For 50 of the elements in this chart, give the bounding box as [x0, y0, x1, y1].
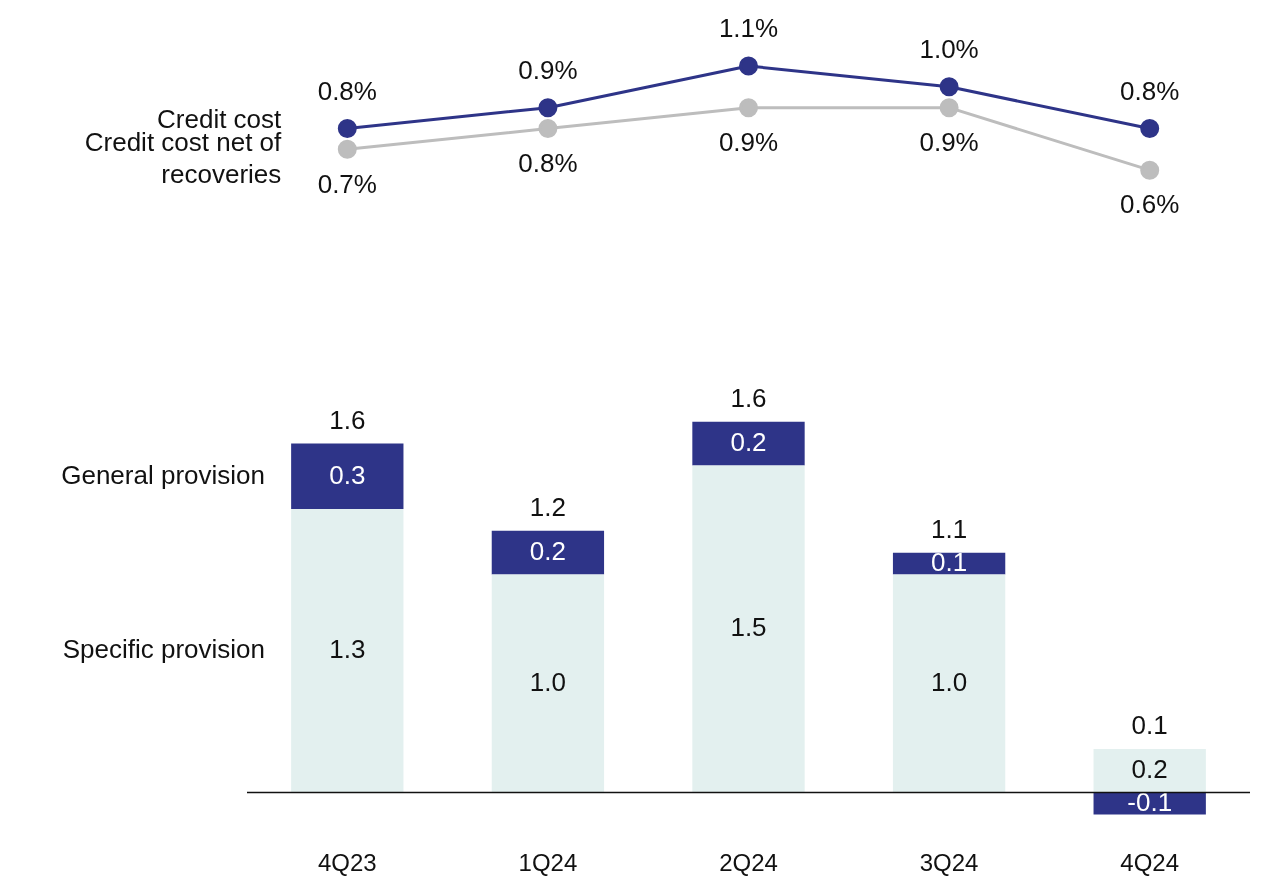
data-label: 1.3 — [329, 633, 366, 664]
total-label: 1.6 — [329, 404, 366, 435]
bar — [291, 443, 404, 510]
point — [939, 98, 959, 118]
data-label: 0.2 — [529, 535, 566, 566]
data-label: 1.1% — [718, 13, 779, 44]
data-label: 0.6% — [1120, 189, 1180, 220]
data-label: 0.8% — [1120, 75, 1180, 106]
point — [739, 98, 758, 118]
bar — [692, 421, 805, 466]
data-label: -0.1 — [1127, 786, 1173, 817]
data-label: 0.7% — [317, 168, 377, 199]
point — [538, 98, 558, 118]
total-label: 1.6 — [730, 382, 767, 413]
data-label: 1.0% — [919, 34, 979, 65]
x-tick-label: 3Q24 — [919, 849, 979, 877]
data-label: 1.0 — [529, 666, 566, 697]
x-tick-label: 4Q23 — [317, 849, 377, 877]
data-label: 0.2 — [1131, 753, 1168, 784]
point — [739, 56, 758, 76]
total-label: 1.2 — [529, 492, 566, 523]
data-label: 1.5 — [730, 612, 767, 643]
point — [1140, 119, 1160, 138]
data-label: 0.3 — [329, 459, 366, 490]
point — [538, 119, 558, 138]
bar — [491, 530, 605, 575]
data-label: 0.8% — [518, 147, 578, 178]
series-label: General provision — [61, 459, 265, 490]
total-label: 1.1 — [931, 513, 968, 544]
point — [939, 77, 959, 97]
total-label: 0.1 — [1131, 710, 1168, 741]
data-label: 0.1 — [931, 546, 968, 577]
x-tick-label: 2Q24 — [719, 849, 778, 877]
point — [337, 139, 357, 159]
data-label: 0.8% — [317, 75, 377, 106]
bar — [892, 574, 1006, 793]
data-label: 0.9% — [518, 54, 578, 85]
data-label: 1.0 — [931, 666, 968, 697]
data-label: 0.9% — [718, 126, 779, 157]
series-label: Specific provision — [62, 633, 265, 664]
point — [1140, 160, 1160, 180]
x-tick-label: 4Q24 — [1120, 849, 1180, 877]
bar — [491, 574, 605, 793]
data-label: 0.9% — [919, 126, 979, 157]
bar — [692, 465, 805, 793]
data-label: 0.2 — [730, 426, 767, 457]
point — [337, 119, 357, 138]
bar — [1093, 748, 1206, 793]
bar — [291, 509, 404, 793]
x-tick-label: 1Q24 — [518, 849, 578, 877]
